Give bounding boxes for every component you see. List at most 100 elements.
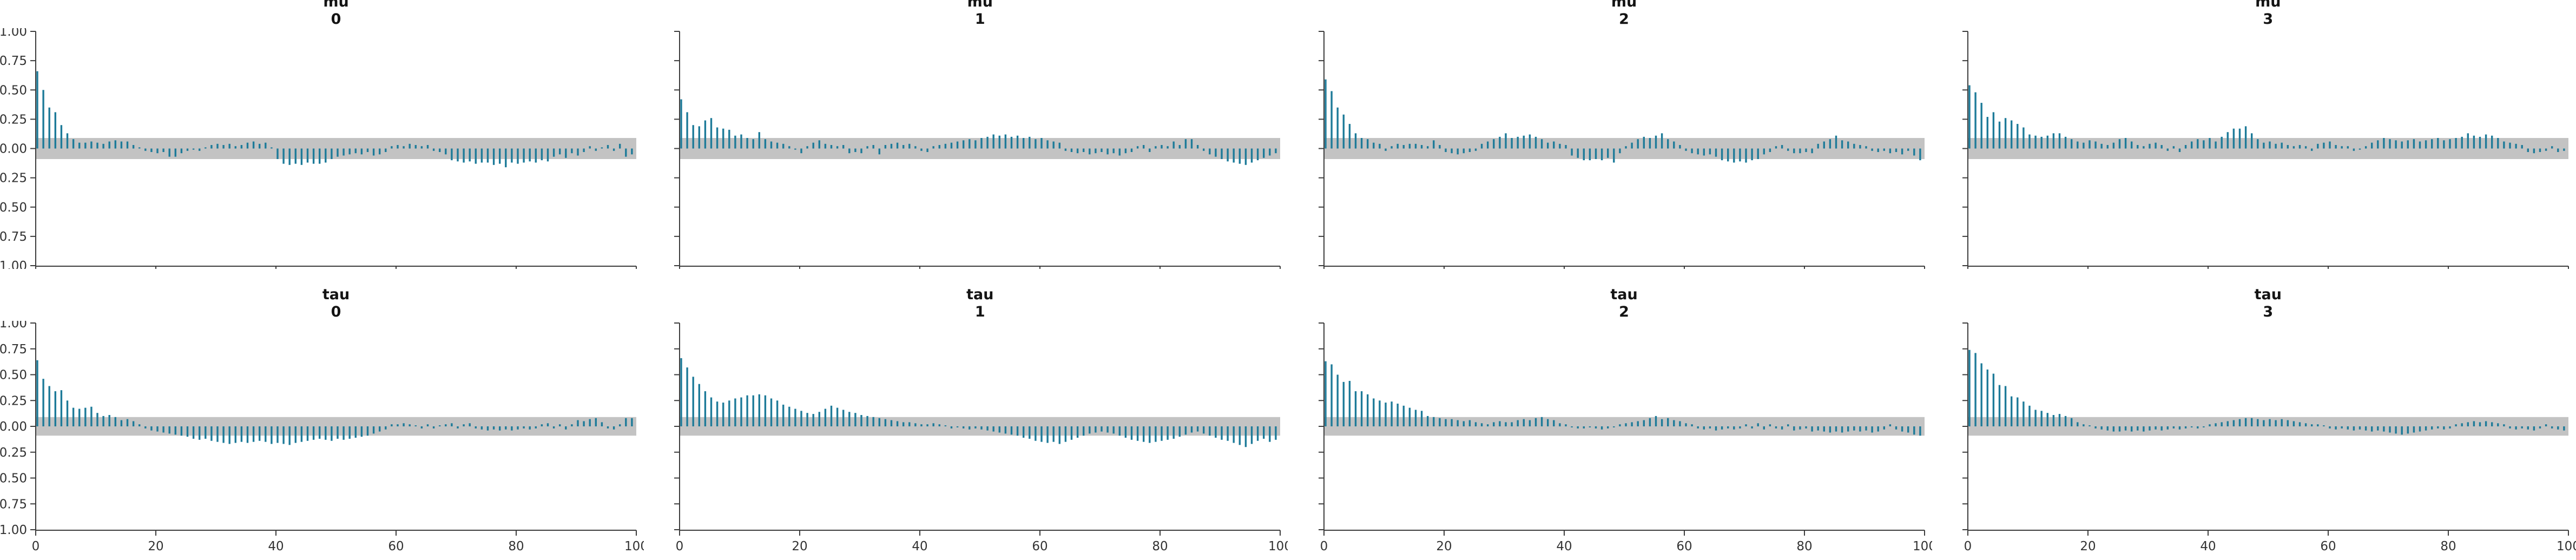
acf-bar bbox=[860, 148, 862, 154]
acf-bar bbox=[120, 420, 123, 426]
y-tick-label: 0.75 bbox=[0, 342, 27, 357]
acf-bar bbox=[1510, 138, 1513, 149]
acf-bar bbox=[1901, 148, 1903, 155]
acf-bar bbox=[2142, 426, 2145, 432]
acf-bar bbox=[342, 148, 345, 156]
acf-bar bbox=[1583, 426, 1585, 429]
acf-bar bbox=[1402, 405, 1405, 426]
acf-bar bbox=[96, 413, 98, 426]
acf-bar bbox=[1672, 420, 1675, 426]
acf-bar bbox=[1859, 426, 1861, 432]
acf-bar bbox=[1498, 421, 1501, 426]
acf-bar bbox=[319, 426, 321, 439]
acf-bar bbox=[986, 426, 989, 431]
acf-bar bbox=[2166, 148, 2169, 151]
acf-bar bbox=[818, 140, 821, 149]
acf-bar bbox=[276, 426, 279, 443]
acf-bar bbox=[1649, 138, 1651, 149]
acf-bar bbox=[1348, 380, 1350, 426]
acf-bar bbox=[288, 148, 291, 165]
acf-bar bbox=[2166, 426, 2169, 430]
acf-bar bbox=[150, 148, 153, 152]
acf-bar bbox=[1457, 148, 1459, 155]
acf-bar bbox=[72, 139, 75, 149]
acf-bar bbox=[1077, 426, 1079, 438]
acf-bar bbox=[1083, 148, 1085, 152]
acf-bar bbox=[1600, 148, 1603, 161]
acf-bar bbox=[1552, 141, 1554, 149]
acf-bar bbox=[1781, 145, 1783, 149]
acf-bar bbox=[998, 426, 1001, 433]
acf-bar bbox=[1672, 141, 1675, 149]
subplot-title: mu 1 bbox=[680, 0, 1280, 28]
acf-bar bbox=[1137, 426, 1139, 441]
acf-bar bbox=[439, 148, 441, 152]
acf-bar bbox=[1510, 422, 1513, 426]
acf-bar bbox=[1798, 148, 1801, 154]
acf-bar bbox=[2064, 416, 2067, 426]
acf-bar bbox=[216, 143, 219, 149]
acf-bar bbox=[1865, 146, 1867, 149]
acf-bar bbox=[409, 424, 411, 426]
acf-bar bbox=[1244, 426, 1247, 447]
acf-bar bbox=[2022, 401, 2025, 426]
acf-bar bbox=[2322, 425, 2325, 426]
acf-bar bbox=[1829, 426, 1831, 433]
acf-bar bbox=[1498, 136, 1501, 149]
confidence-band bbox=[1967, 417, 2568, 436]
acf-bar bbox=[2082, 142, 2085, 149]
acf-bar bbox=[2100, 426, 2103, 430]
acf-bar bbox=[951, 142, 953, 149]
acf-bar bbox=[1378, 400, 1381, 426]
acf-bar bbox=[1877, 426, 1879, 432]
acf-bar bbox=[1172, 141, 1175, 149]
subplot-title-var: tau bbox=[322, 286, 350, 304]
acf-bar bbox=[854, 148, 857, 152]
acf-bar bbox=[2389, 426, 2391, 433]
acf-bar bbox=[2052, 414, 2054, 426]
subplot-title-var: tau bbox=[1610, 286, 1638, 304]
acf-bar bbox=[2040, 136, 2043, 149]
acf-bar bbox=[1238, 426, 1241, 445]
acf-bar bbox=[1324, 79, 1327, 149]
acf-bar bbox=[1727, 426, 1729, 429]
acf-bar bbox=[168, 426, 170, 434]
acf-bar bbox=[1841, 140, 1843, 149]
acf-bar bbox=[210, 426, 213, 441]
acf-bar bbox=[282, 426, 285, 444]
acf-bar bbox=[186, 426, 189, 437]
acf-bar bbox=[469, 423, 471, 426]
acf-bar bbox=[1889, 148, 1891, 154]
acf-bar bbox=[565, 148, 567, 158]
x-tick-label: 20 bbox=[148, 539, 163, 554]
acf-bar bbox=[2521, 426, 2523, 429]
acf-bar bbox=[1131, 148, 1133, 152]
acf-bar bbox=[1124, 148, 1127, 154]
acf-bar bbox=[60, 390, 63, 426]
acf-bar bbox=[2287, 420, 2289, 426]
acf-bar bbox=[205, 147, 207, 149]
acf-bar bbox=[758, 394, 761, 426]
acf-bar bbox=[2160, 145, 2163, 149]
acf-bar bbox=[1112, 148, 1115, 154]
acf-bar bbox=[1118, 148, 1121, 156]
acf-bar bbox=[2070, 418, 2073, 426]
acf-bar bbox=[1529, 134, 1531, 149]
acf-bar bbox=[2370, 426, 2373, 432]
acf-bar bbox=[746, 138, 749, 149]
acf-bar bbox=[492, 426, 495, 430]
acf-bar bbox=[205, 426, 207, 439]
subplot-mu-0: mu 0 1.00 0.75 0.50 0.25 0.00 −0.25 −0.50 −0.75… bbox=[0, 0, 644, 269]
acf-bar bbox=[2473, 421, 2475, 426]
acf-bar bbox=[294, 148, 297, 164]
acf-bar bbox=[2316, 143, 2319, 149]
acf-bar bbox=[1178, 145, 1181, 149]
acf-bar bbox=[1486, 141, 1488, 149]
acf-bar bbox=[2376, 140, 2379, 149]
acf-bar bbox=[631, 148, 633, 155]
acf-bar bbox=[2298, 422, 2301, 426]
acf-bar bbox=[36, 360, 38, 426]
acf-bar bbox=[1577, 148, 1579, 158]
acf-bar bbox=[2106, 426, 2109, 431]
x-tick-label: 100 bbox=[1913, 539, 1932, 554]
